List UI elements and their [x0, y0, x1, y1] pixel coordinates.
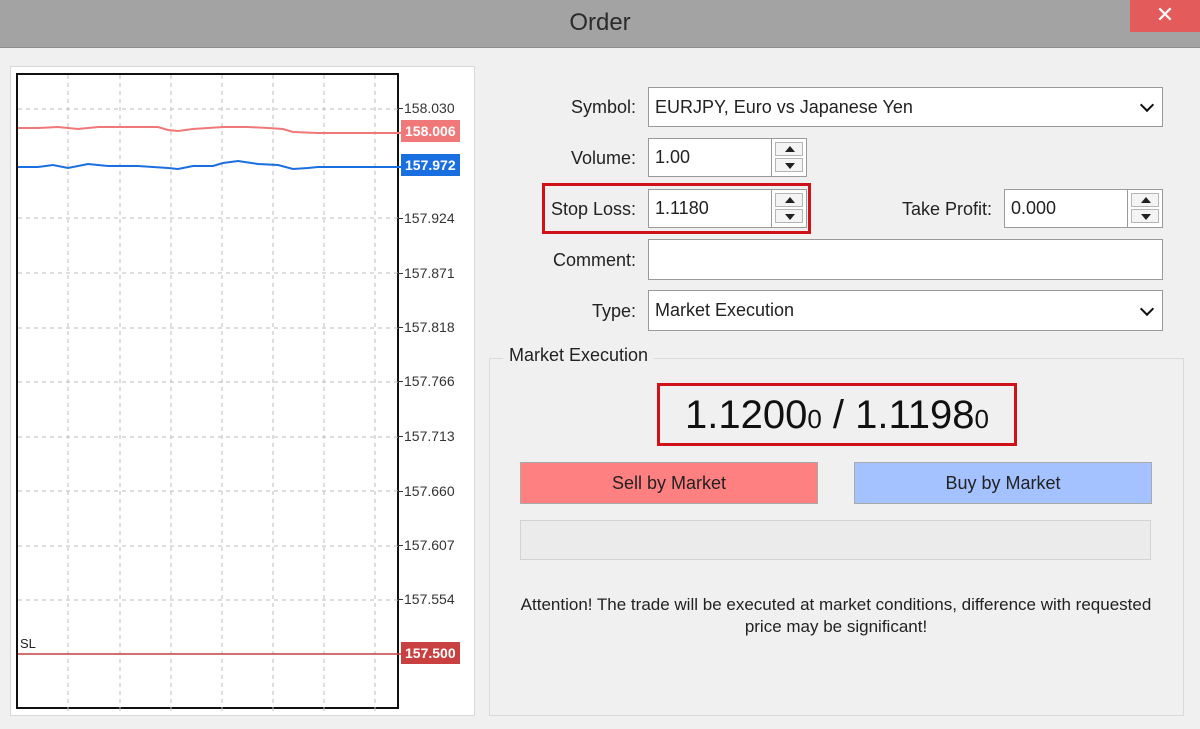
ask-price: 1.1198 — [855, 393, 975, 437]
bid-price: 1.1200 — [685, 393, 808, 437]
volume-increment-button[interactable] — [775, 142, 803, 156]
price-axis-tick-label: 158.030 — [404, 100, 455, 116]
price-axis-tick — [397, 218, 403, 219]
type-value: Market Execution — [655, 300, 795, 320]
stop-loss-price-tag: 157.500 — [401, 642, 460, 664]
price-axis-tick-label: 157.871 — [404, 265, 455, 281]
comment-input[interactable] — [648, 239, 1163, 280]
chevron-down-icon — [1139, 301, 1155, 316]
price-axis-tick-label: 157.554 — [404, 591, 455, 607]
stop-loss-highlight — [542, 183, 811, 234]
symbol-value: EURJPY, Euro vs Japanese Yen — [655, 96, 913, 117]
execution-progress-bar — [520, 520, 1151, 560]
buy-by-market-button[interactable]: Buy by Market — [854, 462, 1152, 504]
type-label: Type: — [591, 301, 636, 321]
volume-stepper[interactable] — [771, 138, 807, 177]
price-axis-tick-label: 157.607 — [404, 537, 455, 553]
take-profit-decrement-button[interactable] — [1131, 209, 1159, 223]
price-axis-tick-label: 157.713 — [404, 428, 455, 444]
ask-price-pipette: 0 — [974, 404, 989, 434]
price-axis-tick-label: 157.818 — [404, 319, 455, 335]
stop-loss-value: 1.1180 — [655, 198, 709, 218]
volume-label: Volume: — [570, 148, 636, 168]
price-axis-tick — [397, 599, 403, 600]
ask-price-tag: 158.006 — [401, 120, 460, 142]
sl-marker-label: SL — [20, 636, 36, 651]
take-profit-stepper[interactable] — [1127, 189, 1163, 228]
take-profit-value: 0.000 — [1011, 198, 1057, 218]
volume-value: 1.00 — [655, 147, 691, 167]
ask-price-line — [18, 125, 401, 134]
volume-input[interactable]: 1.00 — [648, 138, 772, 177]
stop-loss-input[interactable]: 1.1180 — [648, 189, 772, 228]
stop-loss-stepper[interactable] — [771, 189, 807, 228]
bid-price-tag: 157.972 — [401, 154, 460, 176]
price-axis-tick-label: 157.924 — [404, 210, 455, 226]
symbol-label: Symbol: — [570, 97, 636, 117]
market-execution-group-title: Market Execution — [503, 345, 655, 366]
price-axis-tick-label: 157.766 — [404, 373, 455, 389]
symbol-select[interactable]: EURJPY, Euro vs Japanese Yen — [648, 87, 1163, 127]
window-title: Order — [569, 9, 631, 36]
volume-decrement-button[interactable] — [775, 158, 803, 172]
price-axis-tick — [397, 436, 403, 437]
close-button[interactable]: ✕ — [1130, 0, 1200, 32]
price-axis-tick-label: 157.660 — [404, 483, 455, 499]
price-axis-tick — [397, 327, 403, 328]
stop-loss-increment-button[interactable] — [775, 193, 803, 207]
take-profit-label: Take Profit: — [901, 199, 992, 219]
comment-label: Comment: — [552, 250, 636, 270]
take-profit-increment-button[interactable] — [1131, 193, 1159, 207]
title-bar: Order ✕ — [0, 0, 1200, 48]
quote-highlight — [657, 383, 1017, 446]
take-profit-input[interactable]: 0.000 — [1004, 189, 1128, 228]
price-axis-tick — [397, 108, 403, 109]
price-axis-tick — [397, 273, 403, 274]
quote-separator: / — [821, 393, 856, 437]
stop-loss-decrement-button[interactable] — [775, 209, 803, 223]
tick-chart — [16, 73, 401, 711]
tick-chart-svg — [18, 75, 401, 711]
attention-message: Attention! The trade will be executed at… — [500, 594, 1172, 638]
sell-by-market-button[interactable]: Sell by Market — [520, 462, 818, 504]
chevron-down-icon — [1139, 97, 1155, 113]
price-axis-tick — [397, 545, 403, 546]
type-select[interactable]: Market Execution — [648, 290, 1163, 331]
bid-price-pipette: 0 — [807, 404, 822, 434]
bid-ask-quote: 1.12000 / 1.11980 — [660, 386, 1014, 444]
attention-line-1: Attention! The trade will be executed at… — [520, 595, 1152, 614]
attention-line-2: price may be significant! — [744, 617, 928, 636]
price-axis-tick — [397, 381, 403, 382]
stop-loss-label: Stop Loss: — [550, 199, 636, 219]
price-axis-tick — [397, 491, 403, 492]
bid-price-line — [18, 159, 401, 171]
